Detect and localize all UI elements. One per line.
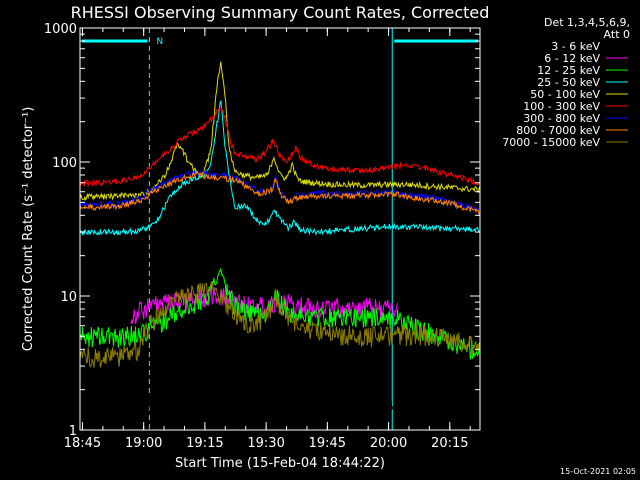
series-line-4 bbox=[79, 61, 481, 201]
series-line-8 bbox=[79, 281, 481, 368]
series-line-0 bbox=[130, 309, 399, 432]
legend-header-line: Att 0 bbox=[604, 28, 630, 41]
legend-label: 50 - 100 keV bbox=[530, 88, 600, 101]
y-tick-label: 10 bbox=[60, 290, 77, 305]
y-tick-label: 1 bbox=[69, 424, 77, 439]
night-marker-label: N bbox=[156, 37, 163, 47]
series-line-3 bbox=[79, 100, 481, 237]
series-line-5 bbox=[79, 107, 481, 188]
x-tick-label: 20:00 bbox=[370, 436, 407, 451]
legend-label: 800 - 7000 keV bbox=[516, 124, 600, 137]
legend-label: 12 - 25 keV bbox=[537, 64, 600, 77]
x-tick-label: 18:45 bbox=[64, 436, 101, 451]
series-layer bbox=[79, 61, 481, 432]
x-tick-label: 19:00 bbox=[125, 436, 162, 451]
legend-label: 6 - 12 keV bbox=[544, 52, 600, 65]
legend-label: 25 - 50 keV bbox=[537, 76, 600, 89]
y-tick-label: 100 bbox=[52, 156, 77, 171]
x-tick-label: 19:45 bbox=[309, 436, 346, 451]
axis-layer: 18:45 19:00 19:15 19:30 19:45 20:00 20:15 1 10 10… bbox=[44, 22, 480, 451]
footer-timestamp: 15-Oct-2021 02:05 bbox=[560, 467, 636, 476]
legend-header-line: Det 1,3,4,5,6,9, bbox=[544, 16, 630, 29]
x-tick-label: 20:15 bbox=[431, 436, 468, 451]
legend-label: 7000 - 15000 keV bbox=[502, 136, 600, 149]
legend-label: 300 - 800 keV bbox=[523, 112, 600, 125]
chart-title: RHESSI Observing Summary Count Rates, Co… bbox=[71, 3, 490, 22]
y-axis-label: Corrected Count Rate (s⁻¹ detector⁻¹) bbox=[21, 107, 36, 352]
x-tick-label: 19:30 bbox=[247, 436, 284, 451]
legend-label: 100 - 300 keV bbox=[523, 100, 600, 113]
x-axis-label: Start Time (15-Feb-04 18:44:22) bbox=[175, 456, 385, 471]
x-tick-label: 19:15 bbox=[186, 436, 223, 451]
plot-frame bbox=[79, 27, 481, 431]
y-tick-label: 1000 bbox=[44, 22, 77, 37]
legend-label: 3 - 6 keV bbox=[551, 40, 600, 53]
series-line-7 bbox=[79, 171, 481, 216]
